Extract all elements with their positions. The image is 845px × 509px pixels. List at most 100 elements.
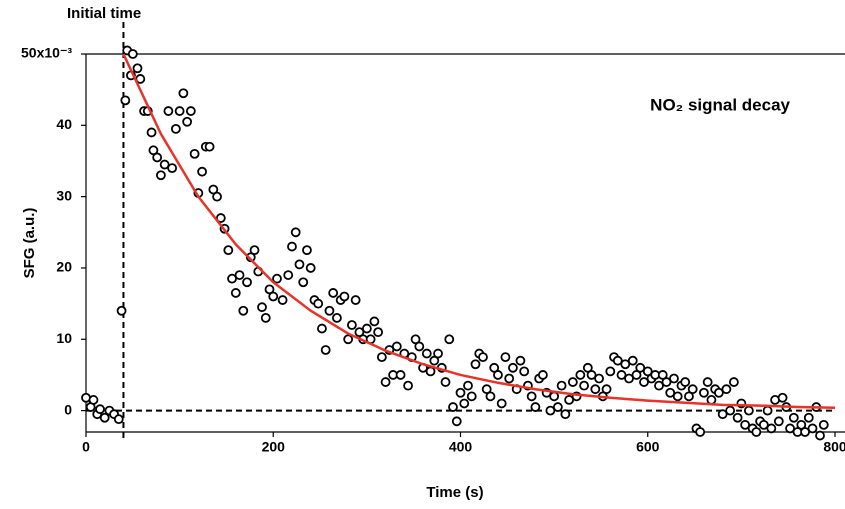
data-point <box>242 277 252 288</box>
data-point <box>317 323 327 334</box>
data-point <box>421 348 432 359</box>
data-point <box>463 380 473 391</box>
data-point <box>758 419 769 430</box>
data-point <box>391 341 402 352</box>
data-point <box>120 95 131 106</box>
data-point <box>508 362 518 373</box>
data-point <box>320 345 331 355</box>
data-point <box>728 377 739 387</box>
data-point <box>714 387 724 398</box>
y-tick-label: 0 <box>64 401 72 417</box>
y-axis-label: SFG (a.u.) <box>21 208 38 279</box>
data-point <box>127 49 138 59</box>
data-point <box>695 427 706 437</box>
data-point <box>189 148 200 159</box>
data-point <box>530 402 541 412</box>
data-point <box>380 377 391 387</box>
data-point <box>564 395 575 405</box>
data-point <box>459 398 470 409</box>
data-point <box>332 312 342 323</box>
data-point <box>178 88 189 99</box>
data-point <box>230 288 241 298</box>
data-point <box>687 384 698 395</box>
data-point <box>182 116 193 127</box>
data-point <box>519 366 530 377</box>
data-point <box>197 166 207 177</box>
data-point <box>305 263 316 273</box>
data-point <box>654 380 664 391</box>
data-point <box>743 405 754 416</box>
data-point <box>328 288 339 298</box>
data-point <box>287 241 297 252</box>
x-tick-label: 0 <box>82 439 90 455</box>
data-point <box>260 312 271 323</box>
x-tick-label: 600 <box>636 439 660 455</box>
data-point <box>773 416 784 427</box>
data-point <box>152 152 163 163</box>
data-point <box>403 380 413 391</box>
data-point <box>223 245 234 256</box>
data-point <box>590 384 601 395</box>
data-point <box>624 373 634 384</box>
data-point <box>777 392 788 403</box>
data-point <box>500 352 511 363</box>
data-point <box>725 405 736 416</box>
data-point <box>448 402 458 412</box>
data-point <box>234 270 245 280</box>
data-point <box>302 245 312 256</box>
y-tick-label: 30 <box>56 187 72 203</box>
data-point <box>376 352 387 363</box>
data-point <box>803 412 814 423</box>
data-point <box>170 123 181 134</box>
data-point <box>277 295 288 305</box>
data-point <box>159 159 170 170</box>
data-point <box>575 370 586 380</box>
data-point <box>549 391 560 402</box>
data-point <box>440 377 451 387</box>
data-point <box>425 366 436 377</box>
data-point <box>88 395 99 405</box>
data-point <box>451 416 462 427</box>
data-point <box>268 291 279 302</box>
data-point <box>155 170 166 181</box>
y-tick-label: 40 <box>56 116 72 132</box>
data-point <box>579 380 589 391</box>
data-point <box>661 377 672 387</box>
data-point <box>470 359 481 370</box>
data-point <box>552 402 563 412</box>
data-point <box>350 295 361 305</box>
data-point <box>313 298 324 309</box>
data-point <box>635 362 646 373</box>
data-point <box>99 412 110 423</box>
data-point <box>174 106 185 116</box>
data-point <box>560 409 571 420</box>
data-point <box>116 305 127 316</box>
y-tick-label: 50x10⁻³ <box>21 45 72 61</box>
data-point <box>113 414 124 425</box>
data-point <box>567 377 578 387</box>
data-point <box>132 63 143 74</box>
data-point <box>95 404 105 415</box>
data-point <box>800 427 810 437</box>
x-tick-label: 200 <box>262 439 286 455</box>
data-point <box>496 398 507 409</box>
data-point <box>721 384 732 395</box>
data-point <box>204 141 215 152</box>
data-point <box>249 245 260 256</box>
data-point <box>605 366 616 377</box>
data-point <box>669 373 679 384</box>
data-point <box>766 423 777 434</box>
data-point <box>717 409 728 420</box>
data-point <box>818 419 829 430</box>
data-point <box>807 423 818 434</box>
data-point <box>455 387 466 398</box>
fit-line <box>122 53 836 410</box>
x-axis-label: Time (s) <box>426 484 483 501</box>
data-point <box>369 316 380 327</box>
data-point <box>680 377 691 387</box>
data-point <box>290 227 301 238</box>
data-point <box>185 106 196 116</box>
data-point <box>815 430 825 441</box>
data-point <box>556 380 567 391</box>
